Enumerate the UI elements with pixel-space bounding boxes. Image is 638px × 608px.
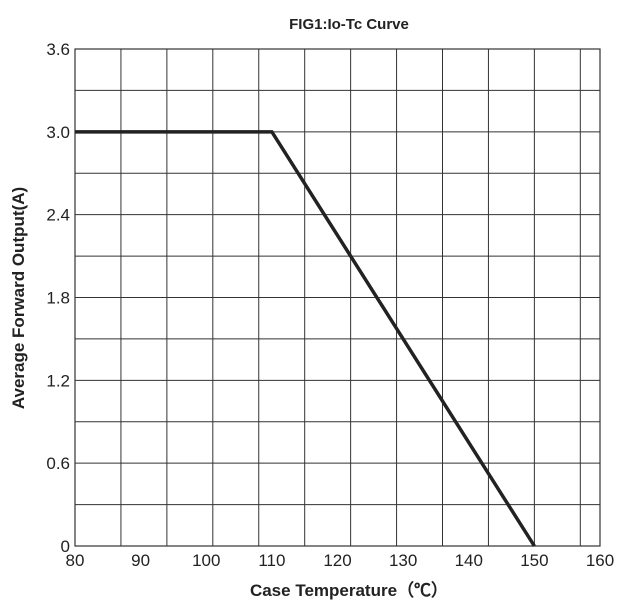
x-tick-label: 100 xyxy=(192,551,220,570)
y-tick-label: 0.6 xyxy=(46,454,70,473)
series-layer xyxy=(75,130,536,547)
y-axis-label: Average Forward Output(A) xyxy=(9,187,28,409)
series-line xyxy=(75,130,536,547)
y-tick-label: 1.8 xyxy=(46,289,70,308)
x-tick-label: 140 xyxy=(455,551,483,570)
y-tick-label: 1.2 xyxy=(46,371,70,390)
y-tick-label: 3.6 xyxy=(46,40,70,59)
y-tick-label: 2.4 xyxy=(46,206,70,225)
x-tick-label: 150 xyxy=(520,551,548,570)
x-tick-label: 120 xyxy=(323,551,351,570)
plot-frame xyxy=(74,48,601,547)
x-axis-label: Case Temperature（℃） xyxy=(250,580,448,600)
y-tick-label: 0 xyxy=(61,537,70,556)
x-tick-label: 80 xyxy=(66,551,85,570)
x-tick-label: 110 xyxy=(258,551,285,570)
grid xyxy=(74,48,601,547)
x-tick-label: 130 xyxy=(389,551,417,570)
tick-labels: 80 90 100 110 120 130 140 150 160 0 0.6 1.2 1.8 2.4 3.… xyxy=(46,40,614,570)
x-tick-label: 90 xyxy=(131,551,150,570)
chart-title: FIG1:Io-Tc Curve xyxy=(289,16,409,33)
y-tick-label: 3.0 xyxy=(46,123,70,142)
x-tick-label: 160 xyxy=(586,551,614,570)
